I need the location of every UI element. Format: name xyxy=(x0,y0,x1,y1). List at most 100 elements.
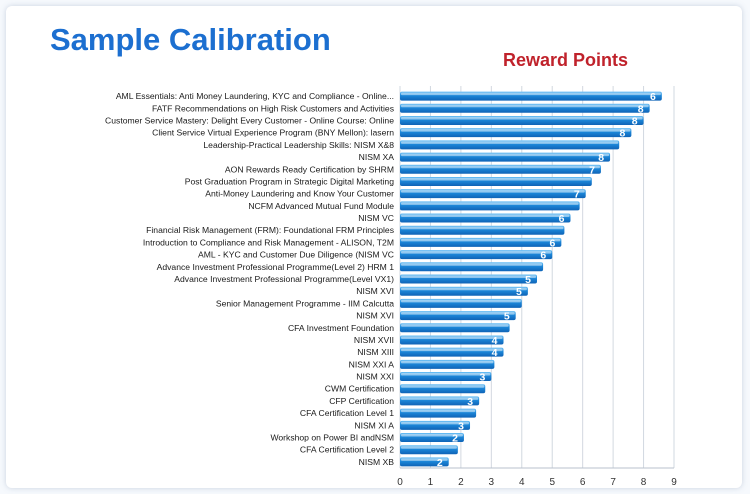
bar-highlight xyxy=(401,177,591,181)
bar-highlight xyxy=(401,287,527,291)
category-label: NISM XVII xyxy=(354,335,394,345)
category-label: CFA Investment Foundation xyxy=(288,323,394,333)
bar-highlight xyxy=(401,299,521,303)
category-labels: AML Essentials: Anti Money Laundering, K… xyxy=(105,91,394,467)
category-label: Senior Management Programme - IIM Calcut… xyxy=(216,298,394,308)
bar-value-label: 8 xyxy=(632,115,638,127)
bar-highlight xyxy=(401,92,661,96)
bar-highlight xyxy=(401,238,561,242)
bar-value-label: 7 xyxy=(589,164,595,176)
bar xyxy=(400,445,458,455)
bar-highlight xyxy=(401,397,479,400)
category-label: Leadership-Practical Leadership Skills: … xyxy=(203,140,394,150)
bar-highlight xyxy=(401,324,509,327)
x-tick-label: 4 xyxy=(519,477,525,488)
slide-panel xyxy=(6,6,742,488)
x-tick-label: 9 xyxy=(671,477,677,488)
bar-highlight xyxy=(401,360,494,364)
bar-highlight xyxy=(401,116,643,120)
bar-highlight xyxy=(401,190,585,193)
bar-highlight xyxy=(401,348,503,352)
x-tick-label: 0 xyxy=(397,477,403,488)
bar xyxy=(400,225,565,235)
bar xyxy=(400,128,632,138)
bar-highlight xyxy=(401,409,476,413)
bar-value-label: 8 xyxy=(638,103,644,115)
category-label: NISM XA xyxy=(359,152,395,162)
bar-value-label: 2 xyxy=(452,433,458,445)
bar xyxy=(400,408,477,418)
category-label: CFP Certification xyxy=(329,396,394,406)
bar xyxy=(400,347,504,357)
bar-highlight xyxy=(401,202,579,205)
bar xyxy=(400,335,504,345)
category-label: NCFM Advanced Mutual Fund Module xyxy=(248,201,394,211)
bar-highlight xyxy=(401,251,552,254)
category-label: Anti-Money Laundering and Know Your Cust… xyxy=(205,189,394,199)
bar-highlight xyxy=(401,385,485,388)
bar-value-label: 2 xyxy=(437,457,443,469)
x-tick-label: 1 xyxy=(428,477,434,488)
bar xyxy=(400,152,611,162)
bar-highlight xyxy=(401,104,649,108)
bar xyxy=(400,115,644,125)
bar-highlight xyxy=(401,153,610,157)
bar-highlight xyxy=(401,263,543,266)
category-label: NISM XIII xyxy=(357,347,394,357)
bar-value-label: 6 xyxy=(650,91,656,103)
bar xyxy=(400,262,544,272)
x-tick-label: 5 xyxy=(549,477,555,488)
x-tick-label: 3 xyxy=(489,477,495,488)
category-label: CFA Certification Level 2 xyxy=(300,445,394,455)
category-label: Financial Risk Management (FRM): Foundat… xyxy=(146,225,394,235)
bar-value-label: 8 xyxy=(620,128,626,140)
category-label: AON Rewards Ready Certification by SHRM xyxy=(225,164,394,174)
bar xyxy=(400,189,586,199)
category-label: NISM XB xyxy=(359,457,395,467)
bar-highlight xyxy=(401,373,491,376)
bar-value-label: 7 xyxy=(574,189,580,201)
bar-value-label: 3 xyxy=(467,396,473,408)
bar xyxy=(400,298,522,308)
bar xyxy=(400,457,449,467)
x-tick-label: 2 xyxy=(458,477,464,488)
bar-value-label: 3 xyxy=(458,420,464,432)
bar-highlight xyxy=(401,458,448,461)
category-label: NISM XI A xyxy=(354,420,394,430)
bar xyxy=(400,359,495,369)
bar xyxy=(400,91,662,101)
bar-value-label: 5 xyxy=(516,286,522,298)
chart-title: Reward Points xyxy=(503,50,629,70)
category-label: Post Graduation Program in Strategic Dig… xyxy=(185,176,394,186)
bar xyxy=(400,433,464,443)
bar xyxy=(400,164,601,174)
bar xyxy=(400,323,510,333)
bar xyxy=(400,420,471,430)
bar xyxy=(400,274,537,284)
category-label: NISM XXI xyxy=(356,372,394,382)
bar xyxy=(400,140,620,150)
bar-value-label: 3 xyxy=(479,372,485,384)
bar xyxy=(400,311,516,321)
bar-value-label: 4 xyxy=(492,347,498,359)
bar-highlight xyxy=(401,275,536,278)
bar xyxy=(400,250,553,260)
bar xyxy=(400,384,486,394)
bar-highlight xyxy=(401,421,470,425)
bar xyxy=(400,237,562,247)
category-label: AML Essentials: Anti Money Laundering, K… xyxy=(116,91,394,101)
x-tick-label: 6 xyxy=(580,477,586,488)
bar xyxy=(400,372,492,382)
bar-highlight xyxy=(401,165,600,169)
bar-highlight xyxy=(401,226,564,230)
category-label: NISM VC xyxy=(358,213,394,223)
bar-value-label: 6 xyxy=(559,213,565,225)
category-label: Client Service Virtual Experience Progra… xyxy=(152,128,394,138)
category-label: FATF Recommendations on High Risk Custom… xyxy=(152,103,394,113)
bar-value-label: 6 xyxy=(540,250,546,262)
x-axis-ticks: 0 1 2 3 4 5 6 7 8 9 xyxy=(397,477,677,488)
category-label: CWM Certification xyxy=(325,384,394,394)
x-tick-label: 7 xyxy=(610,477,616,488)
bar xyxy=(400,176,592,186)
